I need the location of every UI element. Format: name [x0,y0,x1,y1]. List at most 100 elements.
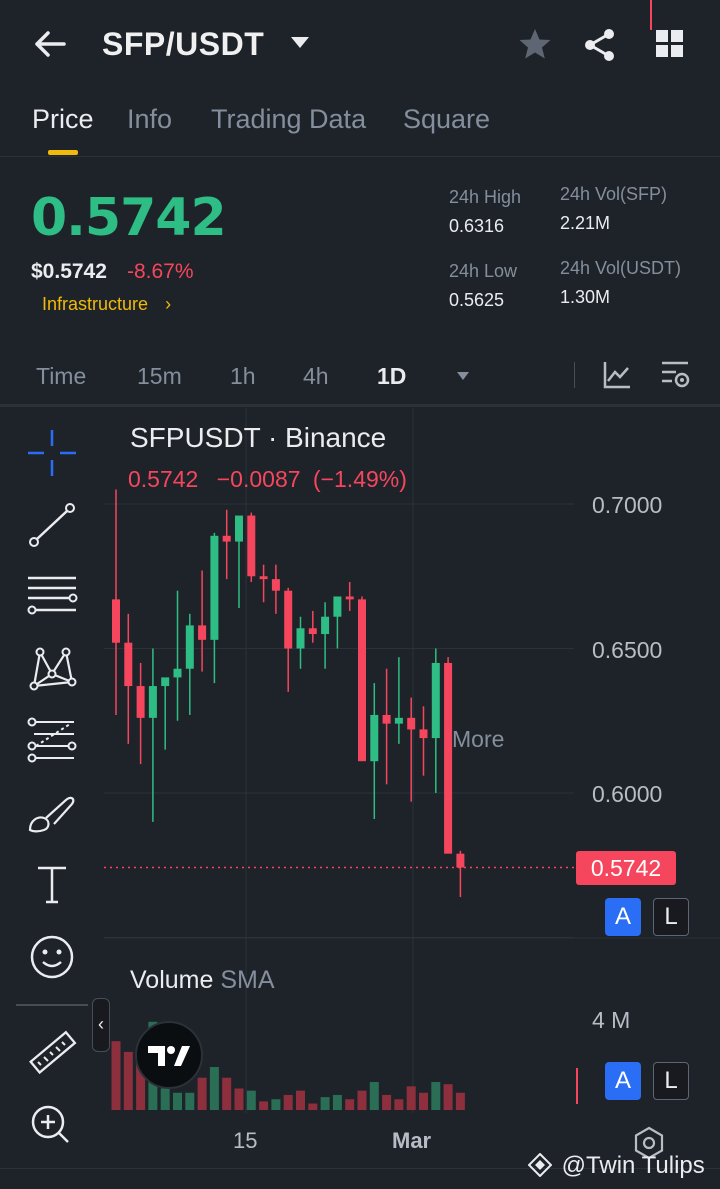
horizontal-lines-icon[interactable] [26,572,78,622]
zoom-in-icon[interactable] [26,1102,78,1148]
candle-body [370,714,379,762]
price-change-percent: -8.67% [127,260,194,283]
candle-body [235,515,243,542]
candle-body [222,535,231,542]
tab-trading-data[interactable]: Trading Data [211,104,367,134]
grid-icon[interactable] [655,29,685,59]
interval-1d[interactable]: 1D [377,363,407,389]
caret-down-icon [457,372,469,380]
star-icon[interactable] [518,27,552,61]
x-axis-label: Mar [392,1128,432,1153]
log-scale-button[interactable]: L [653,898,689,936]
tab-square[interactable]: Square [403,104,491,134]
last-price: 0.5742 [31,188,227,248]
chart-symbol-title: SFPUSDT · Binance [130,422,387,453]
interval-more[interactable]: More [452,363,504,752]
candle-body [296,628,305,649]
bottom-divider [0,1168,720,1169]
x-axis-label: 15 [233,1128,258,1153]
interval-15m[interactable]: 15m [137,363,182,389]
chart-settings-hex-icon[interactable] [632,1126,666,1160]
active-tab-indicator [48,150,78,155]
category-link[interactable]: Infrastructure › [42,294,171,315]
category-label: Infrastructure [42,294,149,314]
volume-bar [209,1066,219,1110]
interval-4h[interactable]: 4h [303,363,329,389]
candle-body [112,599,120,643]
price-axis-tick: 0.6500 [592,637,663,663]
volume-bar [308,1103,318,1110]
volume-bar [123,1051,133,1110]
crosshair-icon[interactable] [26,428,78,478]
volume-axis-marker [576,1068,578,1104]
pattern-icon[interactable] [26,644,78,694]
interval-time[interactable]: Time [36,363,87,389]
volume-bar [382,1094,392,1110]
share-icon[interactable] [582,27,618,63]
auto-scale-button[interactable]: A [605,898,641,936]
volume-legend: Volume SMA [130,966,275,995]
candle-body [247,515,256,577]
candles [112,489,465,898]
text-tool-icon[interactable] [26,860,78,910]
price-axis-tick: 0.7000 [592,492,663,518]
trend-line-icon[interactable] [26,500,78,550]
chart-change-value: −0.0087 [216,466,301,492]
high-value: 0.6316 [449,216,505,236]
chevron-right-icon: › [165,294,172,314]
candle-body [148,686,157,718]
chart-ohlc-readout: 0.5742 −0.0087 (−1.49%) [128,466,407,493]
volume-bar [369,1082,379,1110]
candle-body [419,729,428,739]
more-label: More [452,726,505,752]
vol-base-label: 24h Vol(SFP) [560,184,668,204]
candle-body [173,668,182,678]
low-value: 0.5625 [449,290,505,310]
chart-settings-icon[interactable] [660,360,692,390]
volume-bar [271,1099,281,1110]
candle-body [308,628,317,635]
chart-change-percent: (−1.49%) [312,466,407,492]
tradingview-logo [135,1021,203,1089]
candle-body [284,590,293,649]
tabs-divider [0,156,720,157]
toolbar-collapse-button[interactable]: ‹ [92,998,110,1052]
candle-body [161,677,170,687]
candle-body [444,662,453,854]
usd-price: $0.5742 [31,260,107,283]
candle-body [345,596,354,600]
ruler-icon[interactable] [26,1028,78,1080]
vol-quote-label: 24h Vol(USDT) [560,258,682,278]
indicator-icon[interactable] [602,360,632,390]
caret-down-icon[interactable] [290,36,310,50]
low-label: 24h Low [449,261,518,281]
tab-price[interactable]: Price [32,104,94,134]
pair-title[interactable]: SFP/USDT [102,26,265,62]
arrow-left-icon[interactable] [32,28,68,60]
tab-info[interactable]: Info [127,104,173,134]
interval-1h[interactable]: 1h [230,363,256,389]
candle-body [456,853,465,868]
volume-bar [419,1092,428,1110]
chart-top-divider [0,404,720,407]
candle-body [210,535,219,640]
brush-icon[interactable] [26,790,78,840]
candle-body [382,714,391,724]
volume-bar [357,1090,367,1110]
candle-body [321,616,330,635]
candle-body [136,686,145,718]
volume-auto-button[interactable]: A [605,1062,641,1100]
volume-bar [283,1094,293,1110]
candle-body [431,662,440,739]
candle-body [333,596,342,617]
volume-log-button[interactable]: L [653,1062,689,1100]
candle-body [358,599,366,762]
emoji-icon[interactable] [26,932,78,982]
volume-sma-label: SMA [220,966,275,994]
interval-separator [574,362,575,388]
volume-bar [406,1086,416,1110]
candle-body [185,625,194,669]
fib-retracement-icon[interactable] [26,716,78,766]
volume-bar [136,1058,146,1110]
binance-diamond-icon [527,1152,553,1178]
